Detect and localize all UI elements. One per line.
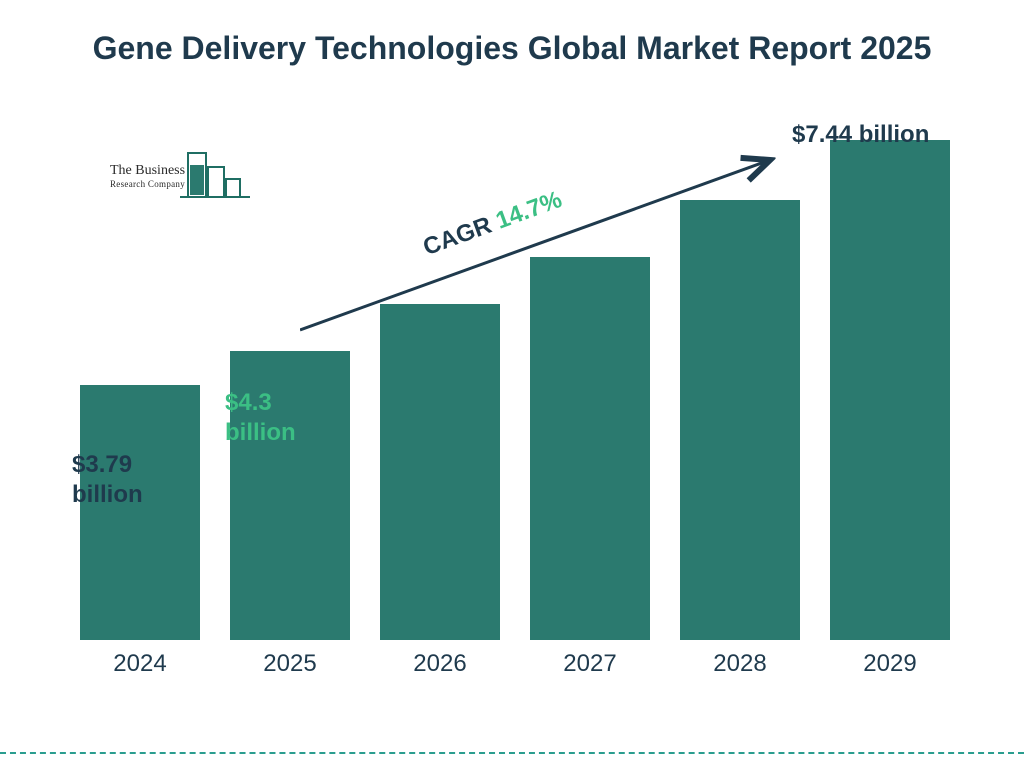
x-axis-label: 2027 (530, 650, 650, 678)
x-axis-label: 2024 (80, 650, 200, 678)
bar-2024: 2024 (80, 385, 200, 640)
x-axis-label: 2025 (230, 650, 350, 678)
trend-arrow-icon (300, 160, 770, 330)
cagr-annotation: CAGR 14.7% (300, 150, 800, 370)
bottom-divider (0, 752, 1024, 754)
callout-2029: $7.44 billion (792, 120, 929, 150)
x-axis-label: 2028 (680, 650, 800, 678)
x-axis-label: 2026 (380, 650, 500, 678)
chart-title: Gene Delivery Technologies Global Market… (0, 0, 1024, 68)
x-axis-label: 2029 (830, 650, 950, 678)
callout-2024: $3.79billion (72, 450, 143, 510)
bar-2029: 2029 (830, 140, 950, 640)
bar-rect (80, 385, 200, 640)
callout-2025: $4.3billion (225, 388, 296, 448)
bar-rect (830, 140, 950, 640)
